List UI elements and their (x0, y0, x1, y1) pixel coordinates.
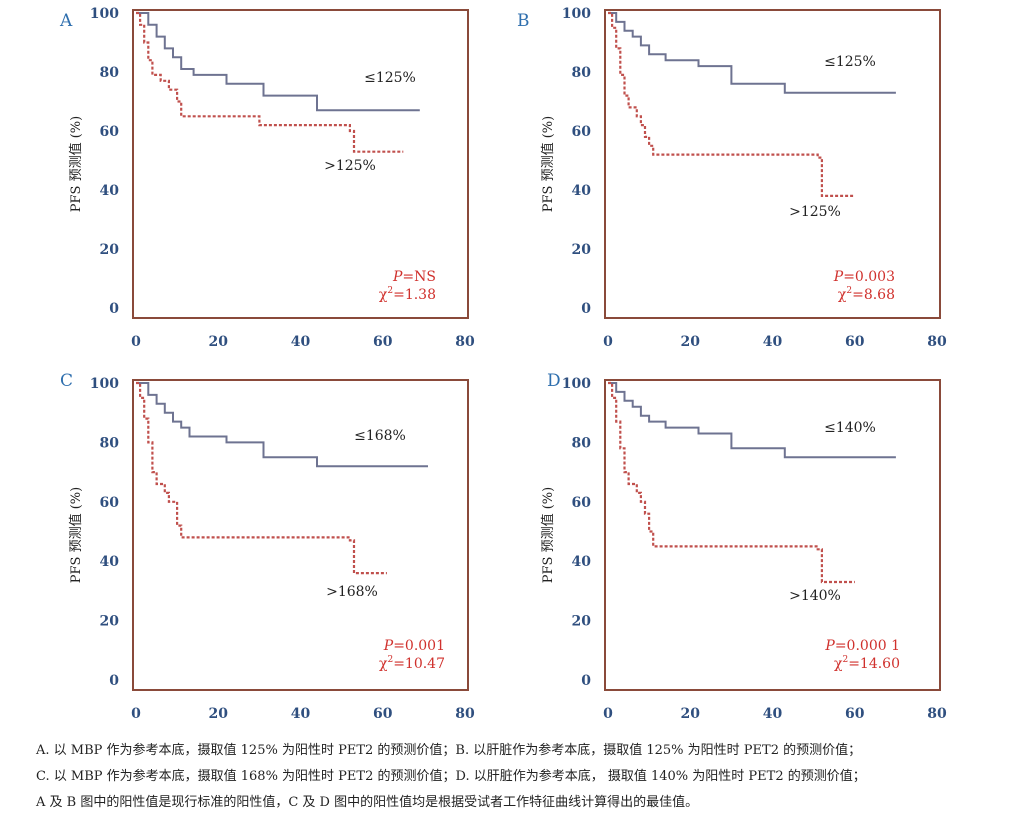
x-tick-label: 40 (763, 334, 783, 350)
y-tick-label: 0 (581, 673, 591, 689)
y-tick-label: 20 (572, 614, 592, 630)
x-tick-label: 60 (373, 706, 393, 722)
chart-panel-c: C PFS 预测值 (%) 0 20 40 60 80 100 0 20 40 60 80 ≤168% >1… (60, 371, 475, 722)
y-tick-label: 60 (572, 124, 592, 140)
chart-panel-b: B PFS 预测值 (%) 0 20 40 60 80 100 0 20 40 60 80 ≤125% >1… (517, 6, 947, 350)
x-tick-label: 60 (845, 334, 865, 350)
y-tick-label: 80 (572, 65, 592, 81)
y-axis-label: PFS 预测值 (%) (68, 116, 84, 212)
positive-group-curve (136, 381, 387, 575)
x-tick-label: 60 (373, 334, 393, 350)
p-value-text: P=0.001 (383, 638, 445, 654)
chi-square-text: χ2=14.60 (834, 655, 900, 672)
x-tick-label: 40 (291, 706, 311, 722)
y-axis-label: PFS 预测值 (%) (68, 487, 84, 583)
x-tick-label: 80 (455, 334, 475, 350)
plot-frame (604, 379, 941, 691)
y-tick-label: 20 (100, 614, 120, 630)
y-tick-label: 40 (100, 183, 120, 199)
x-tick-label: 20 (209, 334, 229, 350)
x-tick-label: 80 (927, 334, 947, 350)
y-tick-label: 0 (109, 301, 119, 317)
caption-line-3: A 及 B 图中的阳性值是现行标准的阳性值，C 及 D 图中的阳性值均是根据受试… (36, 795, 699, 810)
series-label: ≤125% (824, 54, 876, 70)
y-tick-label: 80 (572, 435, 592, 451)
panel-label: D (547, 371, 561, 391)
p-value-text: P=NS (392, 269, 436, 285)
positive-group-curve (136, 11, 404, 153)
plot-frame (132, 9, 469, 319)
y-tick-label: 100 (90, 6, 119, 22)
x-tick-label: 20 (681, 706, 701, 722)
y-tick-label: 80 (100, 435, 120, 451)
y-tick-label: 100 (562, 6, 591, 22)
y-axis-label: PFS 预测值 (%) (540, 487, 556, 583)
x-tick-label: 80 (927, 706, 947, 722)
y-tick-label: 20 (572, 242, 592, 258)
x-tick-label: 0 (603, 706, 613, 722)
chart-panel-a: A PFS 预测值 (%) 0 20 40 60 80 100 0 20 40 60 80 ≤125% >1… (59, 6, 475, 350)
x-tick-label: 60 (845, 706, 865, 722)
p-value-text: P=0.000 1 (824, 638, 900, 654)
x-tick-label: 40 (291, 334, 311, 350)
chi-square-text: χ2=8.68 (838, 286, 895, 303)
series-label: >140% (789, 588, 841, 604)
caption-line-2: C. 以 MBP 作为参考本底，摄取值 168% 为阳性时 PET2 的预测价值… (36, 769, 866, 784)
x-tick-label: 40 (763, 706, 783, 722)
panel-label: C (60, 371, 73, 391)
caption-line-1: A. 以 MBP 作为参考本底，摄取值 125% 为阳性时 PET2 的预测价值… (36, 743, 862, 758)
x-tick-label: 0 (131, 706, 141, 722)
series-label: >125% (324, 158, 376, 174)
figure-caption: A. 以 MBP 作为参考本底，摄取值 125% 为阳性时 PET2 的预测价值… (36, 738, 1000, 816)
x-tick-label: 80 (455, 706, 475, 722)
y-tick-label: 40 (100, 554, 120, 570)
chi-square-text: χ2=10.47 (379, 655, 445, 672)
y-tick-label: 80 (100, 65, 120, 81)
series-label: >125% (789, 204, 841, 220)
series-label: ≤140% (824, 420, 876, 436)
x-tick-label: 0 (603, 334, 613, 350)
series-label: ≤168% (354, 428, 406, 444)
y-axis-label: PFS 预测值 (%) (540, 116, 556, 212)
series-label: >168% (326, 584, 378, 600)
negative-group-curve (136, 12, 420, 112)
x-tick-label: 20 (209, 706, 229, 722)
chi-square-text: χ2=1.38 (379, 286, 436, 303)
p-value-text: P=0.003 (833, 269, 895, 285)
panel-label: B (517, 11, 530, 31)
x-tick-label: 20 (681, 334, 701, 350)
y-tick-label: 20 (100, 242, 120, 258)
y-tick-label: 40 (572, 183, 592, 199)
y-tick-label: 100 (90, 376, 119, 392)
plot-frame (604, 9, 941, 319)
y-tick-label: 0 (109, 673, 119, 689)
y-tick-label: 100 (562, 376, 591, 392)
y-tick-label: 60 (572, 495, 592, 511)
positive-group-curve (608, 381, 855, 584)
negative-group-curve (136, 382, 428, 468)
series-label: ≤125% (364, 70, 416, 86)
y-tick-label: 60 (100, 495, 120, 511)
x-tick-label: 0 (131, 334, 141, 350)
negative-group-curve (608, 382, 896, 459)
negative-group-curve (608, 12, 896, 94)
y-tick-label: 0 (581, 301, 591, 317)
chart-panel-d: D PFS 预测值 (%) 0 20 40 60 80 100 0 20 40 60 80 ≤140% >1… (540, 371, 947, 722)
y-tick-label: 60 (100, 124, 120, 140)
y-tick-label: 40 (572, 554, 592, 570)
panel-label: A (59, 11, 73, 31)
